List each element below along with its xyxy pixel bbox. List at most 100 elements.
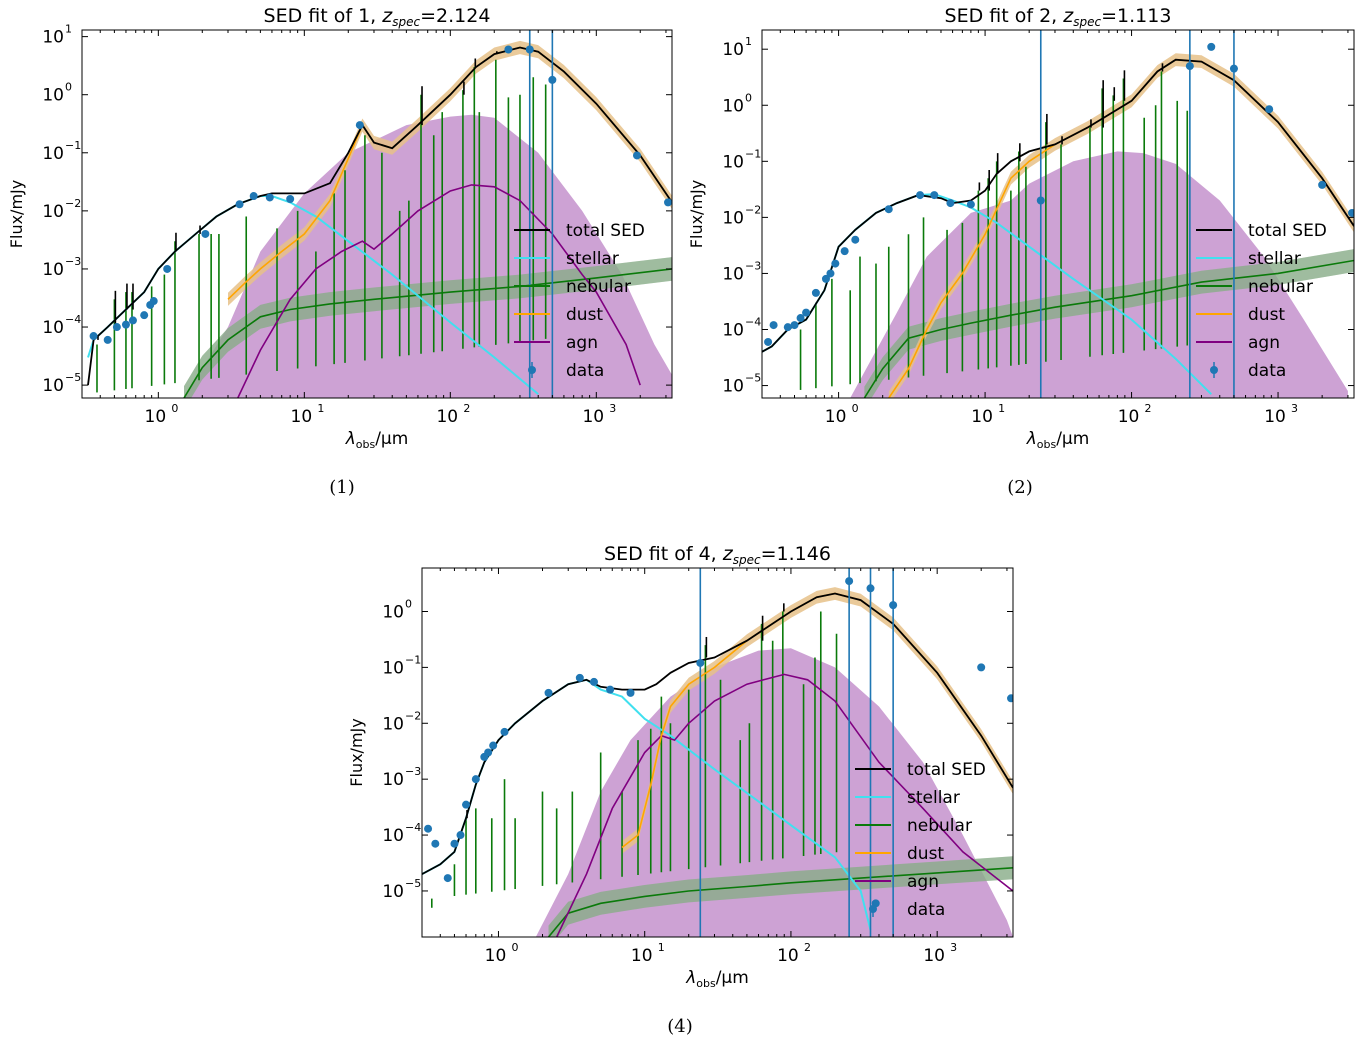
x-tick-exponent: 2 [804,941,811,954]
axes-frame [421,567,1014,938]
data-point [826,269,835,278]
chart-title-title-sub: spec [392,15,420,29]
data-point [783,323,792,332]
data-point [201,229,210,238]
data-point [851,235,860,244]
chart-title: SED fit of 4, zspec=1.146 [604,543,831,567]
data-point [140,311,149,320]
y-tick-exponent: −4 [745,316,761,329]
data-point [764,337,773,346]
axes-frame [81,29,673,399]
data-point [462,800,471,809]
x-axis-label-xlabel-unit: /μm [1056,429,1089,449]
plot-area [87,30,672,398]
data-point [1348,208,1354,217]
x-tick-label: 10 [631,946,653,966]
data-point [424,824,433,833]
data-point [589,677,598,686]
total-uncertainty-band-grey [184,257,672,398]
x-tick-label: 10 [145,407,167,427]
chart-title-title-z: z [722,543,734,565]
data-point [456,831,465,840]
legend: total SED stellar nebular dust agn data [1196,221,1327,381]
x-tick-exponent: 0 [171,402,178,415]
chart-title-title-main: SED fit of 1, [264,5,383,27]
y-tick-label: 10 [722,152,744,172]
y-tick-exponent: −2 [405,709,421,722]
legend-agn-label: agn [566,333,598,353]
legend-agn-label: agn [1248,333,1280,353]
x-tick-label: 10 [923,946,945,966]
y-tick-exponent: −5 [405,877,421,890]
data-point [484,748,493,757]
data-point [1207,42,1216,51]
legend-data-label: data [566,361,604,381]
x-axis-label: λobs/μm [1026,429,1090,451]
data-point [575,673,584,682]
data-point [811,288,820,297]
data-point [664,198,672,207]
y-tick-label: 10 [42,86,64,106]
chart-title-title-main: SED fit of 2, [945,5,1064,27]
caption-panel-2: (2) [1007,477,1033,498]
data-point [1036,196,1045,205]
x-tick-label: 10 [1118,407,1140,427]
y-tick-exponent: 0 [65,81,72,94]
legend-data-label: data [1248,361,1286,381]
x-tick-exponent: 1 [658,941,665,954]
x-tick-label: 10 [485,946,507,966]
legend-nebular-label: nebular [566,277,631,297]
data-point [889,601,898,610]
data-point [235,200,244,209]
y-tick-exponent: −3 [65,255,81,268]
y-tick-exponent: 0 [405,597,412,610]
data-point [845,577,854,586]
caption-panel-1: (1) [329,477,355,498]
legend-dust-label: dust [1248,305,1285,325]
chart-title-title-value: =1.113 [1101,5,1171,27]
y-tick-label: 10 [722,208,744,228]
data-point [802,308,811,317]
y-axis-label: Flux/mJy [7,180,26,248]
chart-title-title-sub: spec [1073,15,1101,29]
data-point [821,274,830,283]
y-tick-exponent: −5 [745,372,761,385]
data-point [796,314,805,323]
x-tick-exponent: 1 [317,402,324,415]
data-point [431,839,440,848]
data-point [89,332,98,341]
x-axis-label: λobs/μm [685,968,749,990]
chart-title-title-main: SED fit of 4, [604,543,723,565]
x-tick-exponent: 2 [1145,402,1152,415]
nebular-uncertainty-band [548,856,1013,937]
x-tick-exponent: 1 [998,402,1005,415]
y-tick-exponent: −2 [65,197,81,210]
y-tick-label: 10 [42,144,64,164]
x-tick-label: 10 [436,407,458,427]
x-axis-label-xlabel-main: λ [1026,429,1037,449]
x-axis-label-xlabel-sub: obs [356,438,376,451]
y-tick-label: 10 [722,96,744,116]
nebular-uncertainty-band [184,257,672,398]
y-tick-label: 10 [382,658,404,678]
y-tick-exponent: 1 [65,23,72,36]
data-point [977,663,986,672]
y-tick-exponent: −3 [405,765,421,778]
x-axis-label-xlabel-unit: /μm [375,429,408,449]
chart-title-title-z: z [1062,5,1074,27]
y-tick-exponent: −4 [405,821,421,834]
axes-frame [761,29,1355,399]
legend-nebular-label: nebular [907,816,972,836]
y-tick-label: 10 [42,318,64,338]
x-tick-label: 10 [1264,407,1286,427]
data-point [831,259,840,268]
chart-title: SED fit of 2, zspec=1.113 [945,5,1172,29]
data-point [884,205,893,214]
legend-total-label: total SED [1248,221,1327,241]
y-tick-exponent: 1 [745,35,752,48]
x-tick-exponent: 3 [1291,402,1298,415]
y-tick-label: 10 [42,260,64,280]
data-point [840,247,849,256]
sed-panel-2: 10 0 10 1 10 2 10 310 −510 −410 −310 −210 −110 010 1SE… [687,5,1355,451]
